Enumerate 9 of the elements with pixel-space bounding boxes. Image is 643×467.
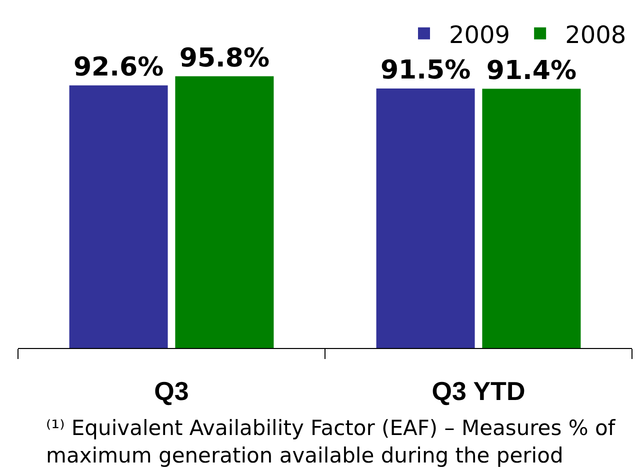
x-tick-label: Q3 YTD bbox=[432, 376, 526, 406]
data-label: 91.5% bbox=[380, 56, 471, 86]
text: ⁽¹⁾ Equivalent Availability Factor (EAF) – Measures % of maximum generation available during the period bbox=[46, 416, 616, 467]
data-label: 91.4% bbox=[486, 56, 577, 86]
data-label: 92.6% bbox=[73, 52, 164, 82]
legend-label: 2008 bbox=[565, 20, 626, 49]
data-label: 95.8% bbox=[179, 43, 270, 74]
x-tick-label: Q3 bbox=[154, 376, 189, 406]
legend-label: 2009 bbox=[449, 20, 510, 49]
